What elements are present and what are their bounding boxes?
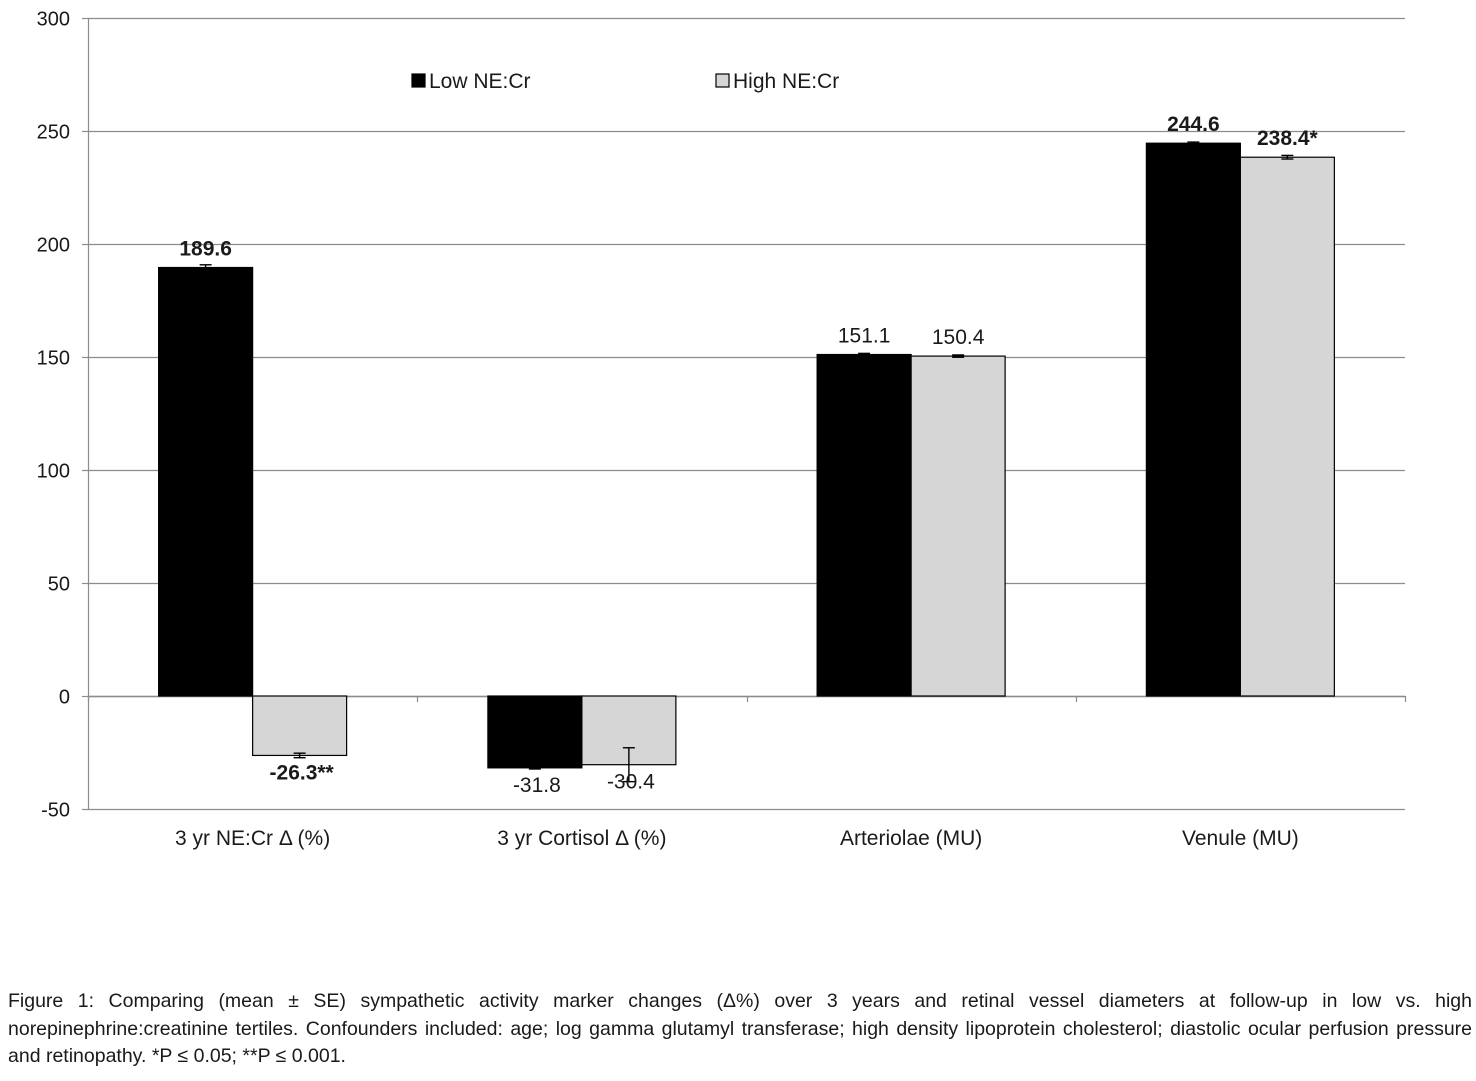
- bar-high-0: [252, 695, 348, 757]
- bar-low-1: [487, 695, 583, 769]
- y-tick-label: 300: [37, 9, 70, 31]
- data-label: -31.8: [513, 774, 561, 797]
- data-label: -26.3**: [270, 761, 335, 784]
- x-category-label: Venule (MU): [1182, 827, 1299, 850]
- data-label: 238.4*: [1257, 127, 1319, 150]
- y-tick-label: 250: [37, 122, 70, 144]
- y-tick-label: -50: [41, 800, 70, 822]
- data-label: 151.1: [838, 325, 891, 348]
- legend: Low NE:Cr High NE:Cr: [411, 70, 839, 93]
- bar-high-2: [910, 355, 1006, 697]
- data-labels: 189.6 -26.3** -31.8 -30.4 151.1 150.4 244.6 238…: [179, 113, 1318, 797]
- y-tick-label: 100: [37, 461, 70, 483]
- x-category-label: 3 yr NE:Cr Δ (%): [175, 827, 330, 850]
- y-tick-label: 200: [37, 235, 70, 257]
- data-label: 150.4: [932, 326, 985, 349]
- bar-high-3: [1239, 156, 1335, 697]
- legend-swatch: [411, 73, 426, 88]
- figure-caption: Figure 1: Comparing (mean ± SE) sympathe…: [8, 990, 1472, 1067]
- y-tick-label: 150: [37, 348, 70, 370]
- data-label: -30.4: [607, 771, 655, 794]
- x-category-label: 3 yr Cortisol Δ (%): [497, 827, 666, 850]
- bar-low-3: [1145, 142, 1241, 697]
- data-label: 244.6: [1167, 113, 1220, 136]
- y-tick-label: 50: [48, 574, 70, 596]
- x-category-label: Arteriolae (MU): [840, 827, 982, 850]
- bar-low-0: [158, 266, 254, 697]
- bar-low-2: [816, 353, 912, 697]
- data-label: 189.6: [179, 238, 232, 261]
- y-tick-label: 0: [59, 687, 70, 709]
- legend-label: Low NE:Cr: [429, 70, 531, 93]
- bars: [158, 141, 1335, 783]
- bar-chart: -50 0 50 100 150 200 250 300 3 yr NE:Cr Δ (%) 3 y…: [37, 9, 1407, 850]
- legend-swatch: [715, 73, 730, 88]
- legend-label: High NE:Cr: [733, 70, 839, 93]
